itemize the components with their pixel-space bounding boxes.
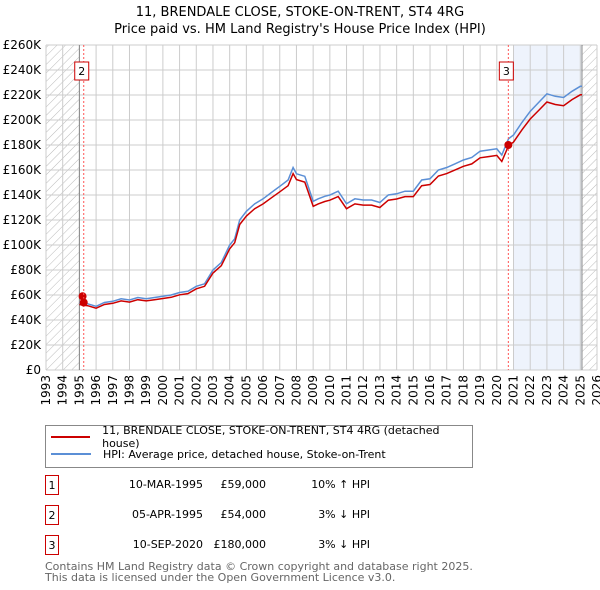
hatched-region-after: [581, 45, 597, 370]
legend-item-property: 11, BRENDALE CLOSE, STOKE-ON-TRENT, ST4 …: [51, 424, 472, 450]
x-tick-label: 2000: [156, 375, 170, 406]
y-tick-label: £180K: [3, 138, 43, 152]
chart-title: 11, BRENDALE CLOSE, STOKE-ON-TRENT, ST4 …: [0, 4, 600, 38]
sale-marker-label: 3: [503, 65, 510, 78]
sale-hpi-diff: 10% ↑ HPI: [311, 478, 370, 491]
x-tick-label: 2011: [340, 375, 354, 406]
y-tick-label: £20K: [10, 338, 42, 352]
y-tick-label: £60K: [10, 288, 42, 302]
x-tick-label: 2024: [557, 375, 571, 406]
x-tick-label: 2001: [173, 375, 187, 406]
y-tick-label: £240K: [3, 63, 43, 77]
forecast-shading: [513, 45, 582, 370]
sale-hpi-diff: 3% ↓ HPI: [318, 508, 370, 521]
y-tick-label: £160K: [3, 163, 43, 177]
sale-row: 1 10-MAR-1995 £59,000 10% ↑ HPI: [45, 475, 600, 495]
y-tick-label: £200K: [3, 113, 43, 127]
x-tick-label: 2018: [456, 375, 470, 406]
legend-swatch-blue: [51, 453, 91, 455]
x-tick-label: 1996: [89, 375, 103, 406]
x-tick-label: 2017: [440, 375, 454, 406]
x-tick-label: 2010: [323, 375, 337, 406]
x-tick-label: 2016: [423, 375, 437, 406]
x-tick-label: 2015: [406, 375, 420, 406]
x-tick-label: 2014: [390, 375, 404, 406]
sale-price: £180,000: [213, 538, 267, 551]
sale-price: £54,000: [220, 508, 267, 521]
x-tick-label: 2022: [523, 375, 537, 406]
x-tick-label: 2003: [206, 375, 220, 406]
x-tick-label: 2006: [256, 375, 270, 406]
sale-marker-label: 2: [78, 65, 85, 78]
x-tick-label: 1993: [39, 375, 53, 406]
sale-price: £59,000: [220, 478, 267, 491]
footer-line: Contains HM Land Registry data © Crown c…: [45, 560, 473, 573]
subtitle: Price paid vs. HM Land Registry's House …: [114, 22, 486, 37]
y-tick-label: £140K: [3, 188, 43, 202]
legend-item-hpi: HPI: Average price, detached house, Stok…: [51, 446, 386, 462]
x-tick-label: 1998: [122, 375, 136, 406]
x-tick-label: 1997: [106, 375, 120, 406]
sale-point: [504, 141, 513, 149]
sale-row: 3 10-SEP-2020 £180,000 3% ↓ HPI: [45, 535, 600, 555]
price-chart: 1993 1994 1995 1996 1997 1998 1999 2000 2001 2002…: [3, 38, 600, 406]
property-line: [79, 94, 582, 309]
sale-marker-box: [498, 61, 514, 81]
sale-point: [79, 298, 88, 307]
y-tick-label: £260K: [3, 38, 43, 52]
sale-number: 1: [45, 475, 59, 495]
sale-row: 2 05-APR-1995 £54,000 3% ↓ HPI: [45, 505, 600, 525]
x-tick-label: 2026: [590, 375, 600, 406]
x-tick-label: 2021: [507, 375, 521, 406]
x-tick-label: 2002: [189, 375, 203, 406]
footer: Contains HM Land Registry data © Crown c…: [45, 561, 473, 583]
sale-marker-box: [74, 61, 90, 81]
footer-line: This data is licensed under the Open Gov…: [45, 571, 396, 584]
legend-swatch-red: [51, 436, 91, 438]
sale-date: 10-MAR-1995: [128, 478, 203, 491]
x-tick-label: 2020: [490, 375, 504, 406]
sale-date: 10-SEP-2020: [132, 538, 203, 551]
y-tick-label: £80K: [10, 263, 42, 277]
x-tick-label: 1995: [72, 375, 86, 406]
sale-number: 2: [45, 505, 59, 525]
x-tick-label: 2013: [373, 375, 387, 406]
x-tick-label: 2005: [239, 375, 253, 406]
sale-date: 05-APR-1995: [131, 508, 203, 521]
x-tick-label: 2025: [573, 375, 587, 406]
y-tick-label: £40K: [10, 313, 42, 327]
x-tick-label: 2007: [273, 375, 287, 406]
y-tick-label: £120K: [3, 213, 43, 227]
y-tick-label: £220K: [3, 88, 43, 102]
x-tick-label: 2008: [289, 375, 303, 406]
sale-number: 3: [45, 535, 59, 555]
legend-label: HPI: Average price, detached house, Stok…: [103, 447, 386, 461]
sale-hpi-diff: 3% ↓ HPI: [318, 538, 370, 551]
y-tick-label: £100K: [3, 238, 43, 252]
legend: 11, BRENDALE CLOSE, STOKE-ON-TRENT, ST4 …: [45, 424, 473, 468]
x-tick-label: 1994: [56, 375, 70, 406]
x-tick-label: 2023: [540, 375, 554, 406]
sale-point: [78, 292, 87, 301]
y-tick-label: £0: [26, 363, 41, 377]
x-tick-label: 2019: [473, 375, 487, 406]
legend-label: 11, BRENDALE CLOSE, STOKE-ON-TRENT, ST4 …: [102, 424, 440, 450]
x-tick-label: 1999: [139, 375, 153, 406]
hpi-line: [79, 85, 582, 308]
x-tick-label: 2004: [223, 375, 237, 406]
x-tick-label: 2012: [356, 375, 370, 406]
x-tick-label: 2009: [306, 375, 320, 406]
title: 11, BRENDALE CLOSE, STOKE-ON-TRENT, ST4 …: [135, 5, 465, 20]
